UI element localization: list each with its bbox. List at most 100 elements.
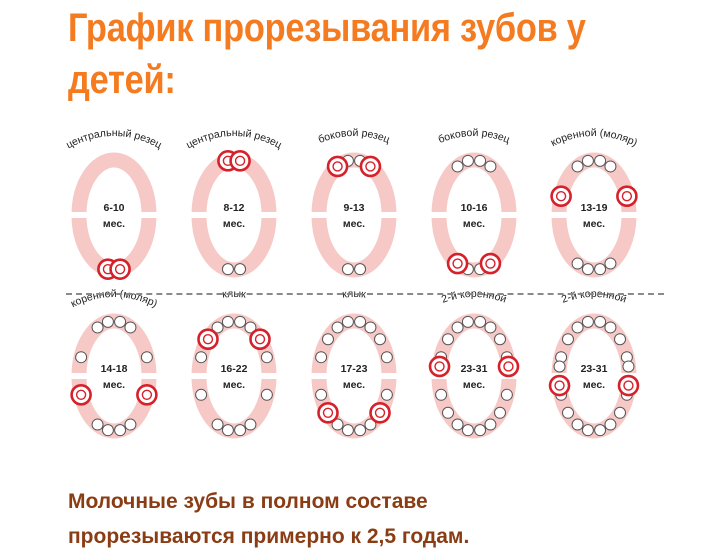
caption: Молочные зубы в полном составе прорезыва… <box>68 484 708 554</box>
tooth-icon <box>341 424 354 437</box>
age-unit: мес. <box>583 218 605 230</box>
tooth-icon <box>622 360 635 373</box>
tooth-icon <box>614 406 627 419</box>
tooth-icon <box>461 315 474 328</box>
tooth-icon <box>244 321 257 334</box>
tooth-icon <box>494 333 507 346</box>
tooth-icon <box>554 380 565 391</box>
stage-diagram: боковой резец 10-16 мес. <box>427 127 521 278</box>
tooth-icon <box>331 321 344 334</box>
jaw-gap <box>307 212 401 218</box>
tooth-icon <box>561 406 574 419</box>
age-range: 23-31 <box>461 363 488 375</box>
tooth-icon <box>451 160 464 173</box>
new-tooth-marker <box>317 402 339 424</box>
tooth-icon <box>364 418 377 431</box>
new-tooth-marker <box>326 155 349 178</box>
new-tooth-marker <box>229 150 251 172</box>
tooth-icon <box>91 418 104 431</box>
tooth-icon <box>75 389 87 401</box>
jaw-gap <box>547 373 641 379</box>
stage-diagram: боковой резец 9-13 мес. <box>307 127 401 278</box>
age-range: 23-31 <box>581 363 608 375</box>
tooth-icon <box>571 418 584 431</box>
tooth-icon <box>571 321 584 334</box>
age-unit: мес. <box>583 379 605 391</box>
tooth-icon <box>254 333 266 345</box>
tooth-icon <box>101 424 114 437</box>
tooth-icon <box>221 424 234 437</box>
tooth-icon <box>331 418 344 431</box>
tooth-icon <box>571 160 584 173</box>
jaw-gap <box>427 373 521 379</box>
tooth-icon <box>234 315 247 328</box>
tooth-icon <box>364 321 377 334</box>
age-range: 8-12 <box>223 202 244 214</box>
new-tooth-marker <box>550 185 572 207</box>
age-range: 6-10 <box>103 202 124 214</box>
stage-diagram: центральный резец 6-10 мес. <box>64 127 164 280</box>
new-tooth-marker <box>617 374 640 397</box>
jaw-gap <box>187 373 281 379</box>
new-tooth-marker <box>428 355 451 378</box>
tooth-icon <box>341 315 354 328</box>
tooth-icon <box>124 321 137 334</box>
new-tooth-marker <box>197 328 219 350</box>
tooth-icon <box>374 333 387 346</box>
tooth-icon <box>621 190 633 202</box>
tooth-icon <box>474 315 487 328</box>
tooth-icon <box>461 424 474 437</box>
tooth-icon <box>452 258 463 269</box>
tooth-icon <box>484 418 497 431</box>
tooth-icon <box>195 388 208 401</box>
tooth-icon <box>114 424 127 437</box>
tooth-label: коренной (моляр) <box>69 288 159 310</box>
tooth-icon <box>332 161 343 172</box>
tooth-icon <box>484 321 497 334</box>
tooth-icon <box>594 315 607 328</box>
tooth-label: боковой резец <box>317 127 392 146</box>
tooth-icon <box>321 333 334 346</box>
tooth-icon <box>474 154 487 167</box>
jaw-gap <box>67 373 161 379</box>
tooth-label: центральный резец <box>184 127 284 151</box>
tooth-icon <box>604 418 617 431</box>
stage-diagram: центральный резец 8-12 мес. <box>184 127 284 278</box>
tooth-icon <box>561 333 574 346</box>
tooth-icon <box>374 407 386 419</box>
age-unit: мес. <box>223 218 245 230</box>
new-tooth-marker <box>497 355 520 378</box>
age-range: 13-19 <box>581 202 608 214</box>
tooth-icon <box>114 263 126 275</box>
tooth-icon <box>553 360 566 373</box>
tooth-icon <box>594 424 607 437</box>
tooth-icon <box>494 406 507 419</box>
caption-line-1: Молочные зубы в полном составе <box>68 490 428 513</box>
tooth-icon <box>260 388 273 401</box>
tooth-icon <box>315 388 328 401</box>
caption-line-2: прорезываются примерно к 2,5 годам. <box>68 525 470 548</box>
tooth-icon <box>434 361 445 372</box>
tooth-icon <box>594 263 607 276</box>
page-title: График прорезывания зубов у детей: <box>68 6 586 102</box>
jaw-gap <box>307 373 401 379</box>
tooth-label: боковой резец <box>437 127 512 146</box>
tooth-icon <box>441 406 454 419</box>
tooth-icon <box>315 351 328 364</box>
new-tooth-marker <box>446 252 469 275</box>
tooth-label: 2-й коренной <box>440 288 508 306</box>
tooth-label: коренной (моляр) <box>549 127 639 149</box>
jaw-gap <box>547 212 641 218</box>
age-unit: мес. <box>103 379 125 391</box>
tooth-icon <box>124 418 137 431</box>
tooth-icon <box>441 333 454 346</box>
tooth-icon <box>581 154 594 167</box>
age-unit: мес. <box>223 379 245 391</box>
tooth-icon <box>500 388 513 401</box>
tooth-icon <box>140 351 153 364</box>
tooth-label: 2-й коренной <box>560 288 628 306</box>
tooth-icon <box>461 154 474 167</box>
new-tooth-marker <box>136 384 158 406</box>
tooth-icon <box>341 263 354 276</box>
